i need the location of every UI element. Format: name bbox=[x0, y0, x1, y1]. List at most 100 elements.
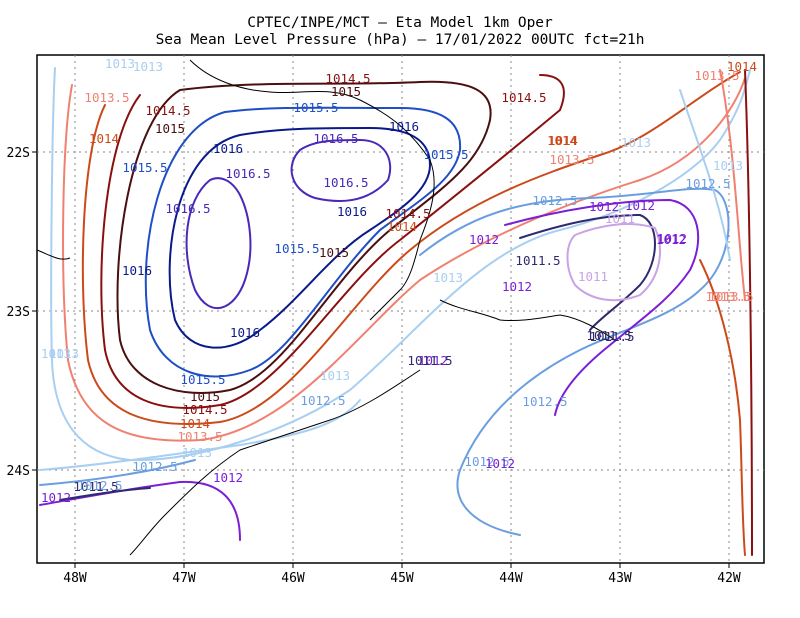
isobar-label: 1012 bbox=[41, 490, 71, 505]
isobar-label: 1013 bbox=[433, 270, 463, 285]
isobar-label: 1013 bbox=[182, 445, 212, 460]
isobar-label: 1013.5 bbox=[705, 289, 750, 304]
isobar-label: 1011 bbox=[578, 269, 608, 284]
isobar-label: 1013.5 bbox=[84, 90, 129, 105]
x-tick-label: 42W bbox=[717, 571, 741, 586]
isobar-label: 1016 bbox=[389, 119, 419, 134]
coastline-south bbox=[129, 369, 421, 556]
isobar-1012-south bbox=[39, 480, 241, 541]
isobar-1014-5-east bbox=[744, 69, 753, 556]
graticule bbox=[37, 55, 764, 563]
isobar-label: 1011.5 bbox=[515, 253, 560, 268]
coastline bbox=[36, 59, 616, 556]
isobar-label: 1013.5 bbox=[694, 68, 739, 83]
y-tick-labels: 22S 23S 24S bbox=[7, 146, 30, 479]
isobar-1011-5-south bbox=[59, 487, 151, 501]
isobar-1013-south bbox=[39, 399, 361, 471]
isobar-label: 1011.5 bbox=[407, 353, 452, 368]
isobar-label: 1016.5 bbox=[225, 166, 270, 181]
isobar-1016-5-inner bbox=[290, 139, 392, 202]
isobar-label: 1014 bbox=[548, 133, 578, 148]
isobar-label: 1016 bbox=[122, 263, 152, 278]
isobar-1011-5 bbox=[519, 214, 656, 331]
isobar-label: 1013 bbox=[621, 135, 651, 150]
isobar-label: 1014 bbox=[180, 416, 210, 431]
isobar-label: 1012.5 bbox=[132, 459, 177, 474]
isobar-label: 1016.5 bbox=[313, 131, 358, 146]
isobar-label: 1012 bbox=[656, 232, 686, 247]
isobar-label: 1013.5 bbox=[177, 429, 222, 444]
isobar-label: 1015 bbox=[319, 245, 349, 260]
isobar-label: 1011 bbox=[605, 211, 635, 226]
tick-marks bbox=[32, 151, 730, 568]
isobar-1013-5-east bbox=[719, 69, 746, 301]
x-tick-label: 43W bbox=[608, 571, 632, 586]
x-tick-label: 44W bbox=[499, 571, 523, 586]
isobar-label: 1012.5 bbox=[685, 176, 730, 191]
x-tick-label: 48W bbox=[63, 571, 87, 586]
isobar-label: 1015.5 bbox=[423, 147, 468, 162]
isobar-label: 1014 bbox=[727, 59, 757, 74]
isobar-label: 1015.5 bbox=[122, 160, 167, 175]
isobar-1012-5-south bbox=[39, 459, 196, 486]
isobar-label: 1012 bbox=[589, 199, 619, 214]
isobar-label: 1012 bbox=[625, 198, 655, 213]
x-tick-labels: 48W 47W 46W 45W 44W 43W 42W bbox=[63, 571, 741, 586]
isobar-1016 bbox=[168, 127, 431, 349]
isobar-label: 1014.5 bbox=[325, 71, 370, 86]
isobar-label: 1012.5 bbox=[300, 393, 345, 408]
title-line-2: Sea Mean Level Pressure (hPa) – 17/01/20… bbox=[156, 32, 645, 48]
isobar-label: 1012 bbox=[502, 279, 532, 294]
isobar-label: 1016.5 bbox=[323, 175, 368, 190]
isobar-1012 bbox=[504, 199, 700, 416]
isobar-1015-5 bbox=[144, 106, 462, 378]
x-tick-label: 47W bbox=[172, 571, 196, 586]
isobar-1013-5 bbox=[62, 77, 746, 442]
isobar-label: 1013 bbox=[49, 346, 79, 361]
isobar-label: 1012.5 bbox=[464, 454, 509, 469]
plot-frame bbox=[36, 54, 765, 564]
isobar-1014-5 bbox=[100, 74, 565, 409]
isobar-1013-east bbox=[679, 89, 731, 261]
isobar-1014-east bbox=[699, 259, 746, 556]
isobar-label: 1016 bbox=[230, 325, 260, 340]
isobar-label: 1011.5 bbox=[589, 329, 634, 344]
isobar-label: 1014.5 bbox=[182, 402, 227, 417]
x-tick-label: 46W bbox=[281, 571, 305, 586]
y-tick-label: 22S bbox=[7, 146, 30, 161]
isobar-label: 1016 bbox=[337, 204, 367, 219]
isobar-label: 1012.5 bbox=[522, 394, 567, 409]
isobar-1015 bbox=[116, 80, 492, 394]
isobar-1011 bbox=[566, 223, 661, 302]
isobar-label: 1012 bbox=[418, 353, 448, 368]
coastline-west-inlet bbox=[36, 249, 71, 260]
isobar-label: 1014.5 bbox=[385, 206, 430, 221]
isobar-label: 1015 bbox=[155, 121, 185, 136]
y-tick-label: 23S bbox=[7, 305, 30, 320]
isobar-label: 1015.5 bbox=[293, 100, 338, 115]
isobar-label: 1016 bbox=[213, 141, 243, 156]
isobar-label: 1014 bbox=[547, 133, 577, 148]
coastline-mid bbox=[439, 299, 616, 341]
isobar-label: 1015 bbox=[190, 389, 220, 404]
isobar-label: 1014.5 bbox=[501, 90, 546, 105]
isobar-label: 1012 bbox=[485, 456, 515, 471]
isobar-label: 1016.5 bbox=[165, 201, 210, 216]
isobar-label: 1013.5 bbox=[549, 152, 594, 167]
isobar-label: 1011.5 bbox=[73, 479, 118, 494]
isobar-label: 1014.5 bbox=[145, 103, 190, 118]
isobar-label: 1012 bbox=[657, 231, 687, 246]
isobar-label: 1012.5 bbox=[77, 478, 122, 493]
isobar-label: 1013.5 bbox=[708, 289, 753, 304]
x-tick-label: 45W bbox=[390, 571, 414, 586]
isobar-label: 1011.5 bbox=[586, 328, 631, 343]
isobar-label: 1015.5 bbox=[180, 372, 225, 387]
y-tick-label: 24S bbox=[7, 464, 30, 479]
isobar-label: 1012 bbox=[213, 470, 243, 485]
isobar-label: 1013 bbox=[320, 368, 350, 383]
isobar-label: 1013 bbox=[133, 59, 163, 74]
isobar-1016-5-west bbox=[185, 177, 252, 310]
isobar-label: 1014 bbox=[89, 131, 119, 146]
